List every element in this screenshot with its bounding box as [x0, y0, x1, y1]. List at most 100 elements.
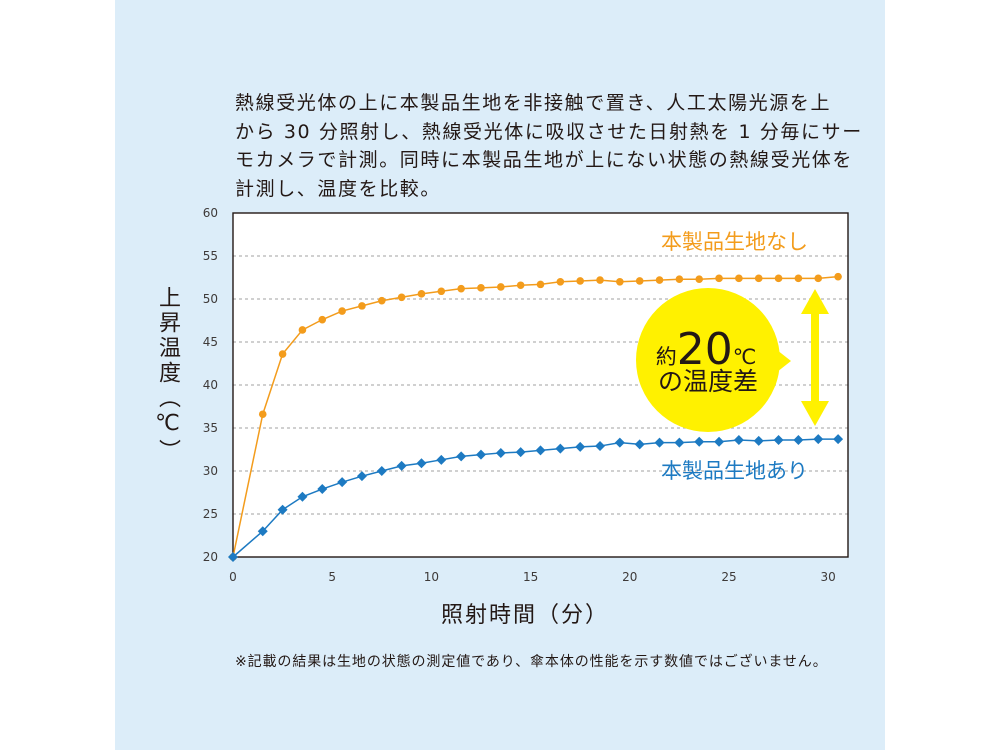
data-point [456, 451, 467, 462]
data-point [773, 435, 784, 446]
data-point [297, 491, 308, 502]
data-point [257, 526, 268, 537]
data-point [358, 302, 366, 310]
y-axis-label: 上昇温度（℃） [155, 286, 180, 464]
data-point [497, 283, 505, 291]
data-point [436, 454, 447, 465]
data-point [495, 447, 506, 458]
data-point [338, 307, 346, 315]
data-point [556, 278, 565, 286]
data-point [834, 272, 842, 281]
data-point [437, 287, 446, 296]
y-tick-label: 25 [203, 507, 218, 521]
y-tick-label: 40 [203, 378, 218, 392]
data-point [635, 277, 644, 285]
x-tick-label: 15 [523, 570, 538, 584]
description-line: から 30 分照射し、熱線受光体に吸収させた日射熱を 1 分毎にサー [235, 120, 863, 143]
data-point [754, 274, 763, 283]
data-point [714, 436, 725, 447]
data-point [695, 275, 704, 284]
data-point [278, 350, 287, 358]
data-point [674, 437, 685, 448]
data-point [735, 274, 743, 283]
data-point [753, 435, 764, 446]
data-point [614, 437, 625, 448]
data-point [356, 471, 367, 482]
data-point [715, 274, 723, 283]
data-point [655, 276, 664, 284]
data-point [376, 466, 387, 476]
data-point [475, 449, 486, 460]
data-point [794, 274, 803, 283]
data-point [416, 458, 427, 469]
callout-line-1: 約20℃ [656, 324, 757, 375]
data-point [277, 504, 288, 515]
footnote: ※記載の結果は生地の状態の測定値であり、傘本体の性能を示す数値ではございません。 [235, 654, 828, 670]
x-tick-label: 25 [721, 570, 736, 584]
data-point [298, 326, 307, 334]
series-label: 本製品生地なし [661, 230, 808, 254]
plot-border [232, 212, 849, 558]
data-point [317, 484, 328, 495]
y-tick-label: 45 [203, 335, 218, 349]
data-point [417, 290, 426, 298]
data-point [634, 439, 645, 450]
x-axis-label: 照射時間（分） [440, 603, 609, 628]
data-point [258, 410, 267, 419]
series-2 [228, 434, 844, 562]
callout-unit: ℃ [733, 345, 757, 369]
data-point [575, 441, 586, 452]
data-point [654, 437, 665, 448]
y-tick-label: 50 [203, 292, 218, 306]
data-point [555, 443, 566, 454]
callout-line-2: の温度差 [658, 367, 758, 396]
y-tick-label: 30 [203, 464, 218, 478]
data-point [377, 296, 386, 305]
data-point [814, 274, 823, 283]
data-point [396, 460, 407, 471]
callout-prefix: 約 [656, 345, 677, 369]
description-line: 計測し、温度を比較。 [235, 177, 442, 200]
data-point [595, 441, 606, 452]
difference-double-arrow [801, 289, 829, 426]
x-tick-label: 5 [328, 570, 336, 584]
data-point [774, 274, 783, 283]
data-point [793, 435, 804, 446]
data-point [516, 281, 525, 290]
series-1 [229, 272, 842, 561]
data-point [833, 434, 844, 445]
callout-circle [636, 288, 780, 432]
experiment-description: 熱線受光体の上に本製品生地を非接触で置き、人工太陽光源を上 から 30 分照射し… [235, 89, 865, 203]
description-line: モカメラで計測。同時に本製品生地が上にない状態の熱線受光体を [235, 149, 854, 171]
data-point [337, 477, 348, 488]
callout-value: 20 [677, 324, 733, 375]
y-tick-label: 20 [203, 550, 218, 564]
y-tick-label: 55 [203, 249, 218, 263]
description-line: 熱線受光体の上に本製品生地を非接触で置き、人工太陽光源を上 [235, 92, 832, 114]
data-point [318, 315, 327, 324]
data-point [515, 447, 526, 458]
data-series [228, 272, 844, 562]
data-point [536, 280, 545, 289]
y-axis-ticks: 20 25 30 35 40 45 50 55 60 [203, 206, 218, 564]
x-tick-label: 0 [229, 570, 237, 584]
x-axis-ticks: 0 5 10 15 20 25 30 [229, 570, 836, 584]
x-tick-label: 10 [424, 570, 439, 584]
y-tick-label: 35 [203, 421, 218, 435]
y-tick-label: 60 [203, 206, 218, 220]
data-point [457, 284, 465, 293]
series-label: 本製品生地あり [661, 459, 808, 483]
x-tick-label: 30 [821, 570, 836, 584]
data-point [576, 277, 584, 285]
data-point [694, 436, 705, 447]
data-point [675, 275, 684, 284]
data-point [733, 435, 744, 446]
callout-pointer [777, 350, 791, 372]
data-point [477, 284, 485, 292]
difference-callout: 約20℃ の温度差 [636, 288, 791, 432]
data-point [596, 276, 604, 284]
data-point [228, 552, 238, 562]
data-point [535, 445, 546, 456]
